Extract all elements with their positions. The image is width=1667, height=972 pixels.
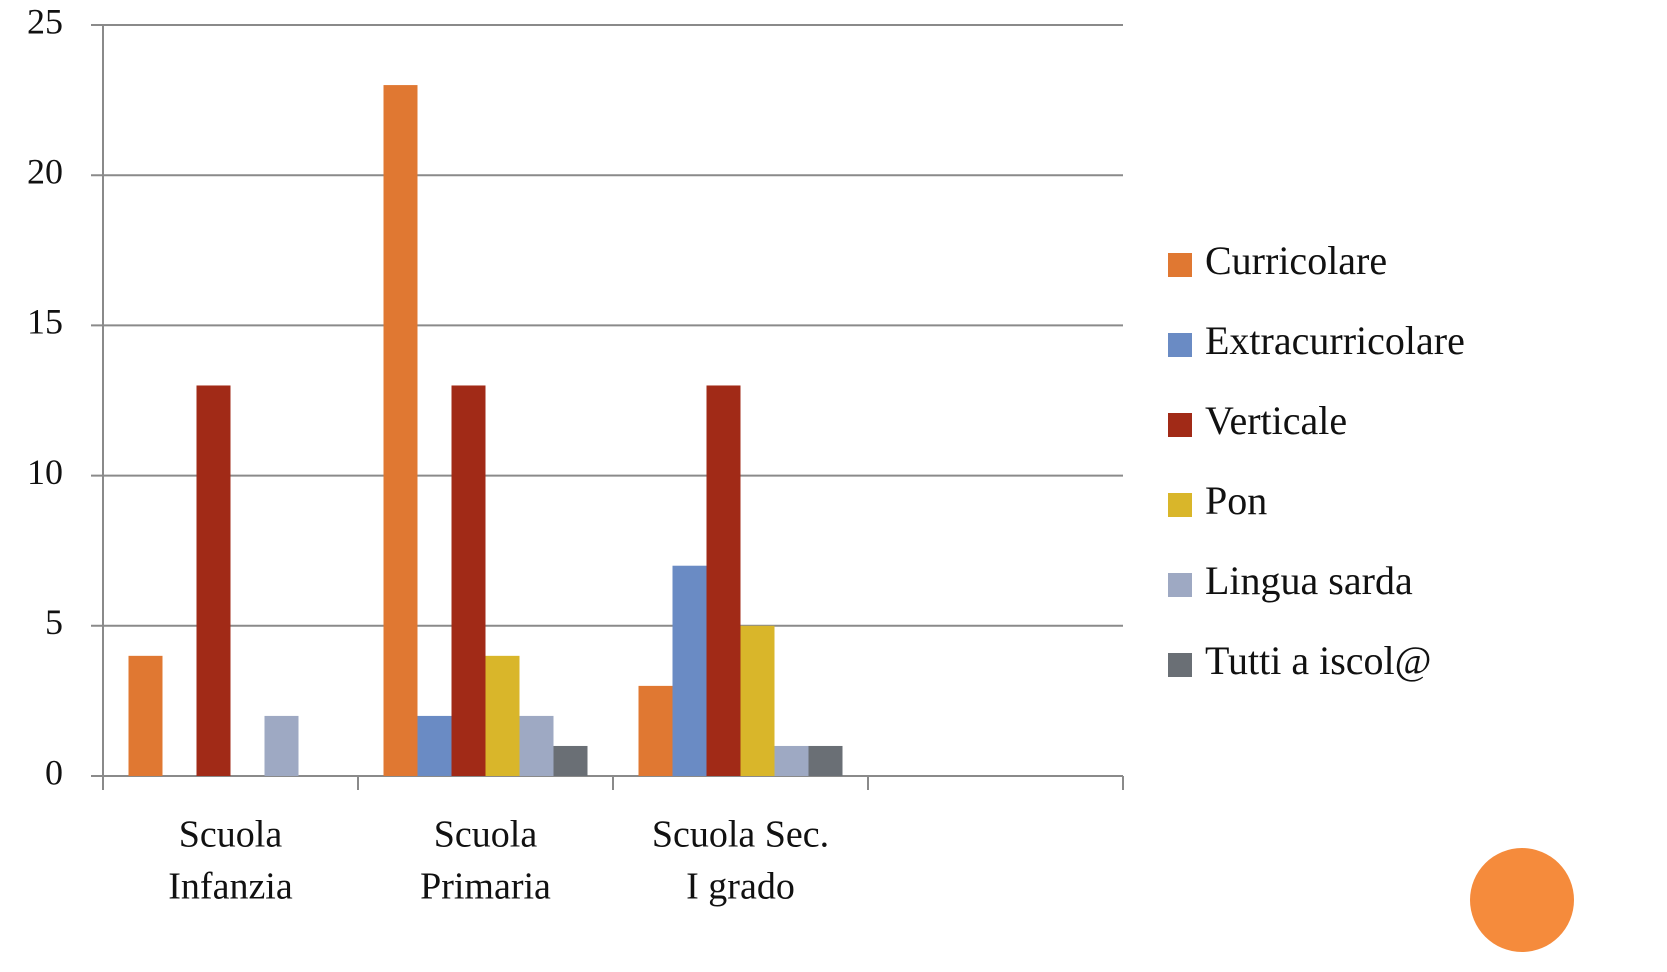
legend-label: Tutti a iscol@: [1205, 638, 1432, 683]
bar: [553, 745, 588, 776]
bar: [808, 745, 843, 776]
bar: [740, 625, 775, 776]
bar: [383, 85, 418, 776]
bar: [196, 385, 231, 776]
bar: [638, 685, 673, 776]
y-tick-label: 0: [45, 752, 63, 792]
legend-swatch: [1168, 253, 1192, 277]
x-tick-label: Scuola: [179, 814, 283, 856]
legend-label: Curricolare: [1205, 238, 1387, 283]
legend-swatch: [1168, 333, 1192, 357]
bar: [451, 385, 486, 776]
bar: [417, 715, 452, 776]
bar: [264, 715, 299, 776]
x-tick-label: Scuola: [434, 814, 538, 856]
legend-label: Pon: [1205, 478, 1267, 523]
legend-label: Lingua sarda: [1205, 558, 1413, 603]
legend-label: Extracurricolare: [1205, 318, 1465, 363]
y-tick-label: 10: [27, 452, 63, 492]
x-tick-label: I grado: [686, 866, 795, 908]
decoration-circle: [1470, 848, 1574, 952]
y-tick-label: 20: [27, 151, 63, 191]
legend-swatch: [1168, 413, 1192, 437]
y-tick-label: 5: [45, 602, 63, 642]
bar: [672, 565, 707, 776]
legend-swatch: [1168, 493, 1192, 517]
bar: [519, 715, 554, 776]
bar: [706, 385, 741, 776]
legend-swatch: [1168, 653, 1192, 677]
bar: [128, 655, 163, 776]
bar: [485, 655, 520, 776]
y-tick-label: 25: [27, 1, 63, 41]
y-tick-label: 15: [27, 302, 63, 342]
x-tick-label: Infanzia: [168, 866, 293, 908]
x-tick-label: Primaria: [420, 866, 551, 908]
x-tick-label: Scuola Sec.: [652, 814, 829, 856]
legend-label: Verticale: [1205, 398, 1347, 443]
legend-swatch: [1168, 573, 1192, 597]
bar: [774, 745, 809, 776]
